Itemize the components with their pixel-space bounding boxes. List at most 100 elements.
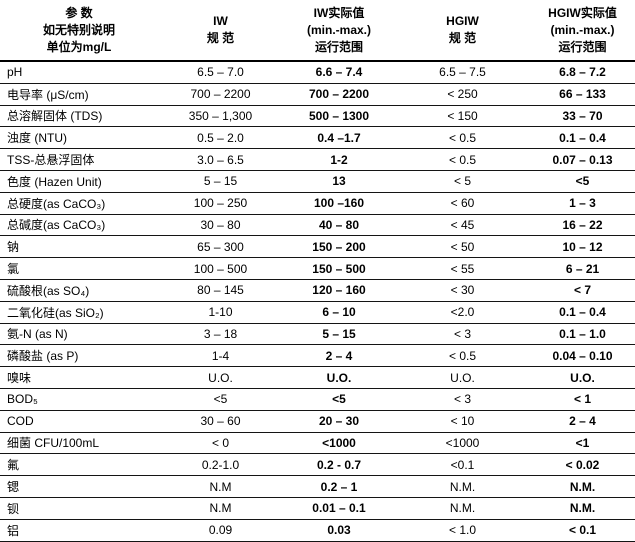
iw-actual-range-cell: 0.4 –1.7: [283, 126, 395, 150]
iw-actual-range-cell: 0.01 – 0.1: [283, 497, 395, 520]
table-row: 总硬度(as CaCO₃) 100 – 250 100 –160 < 60 1 …: [0, 192, 635, 215]
hgiw-spec-cell: < 0.5: [395, 344, 530, 368]
hgiw-actual-range-cell: 6 – 21: [530, 257, 635, 280]
hgiw-spec-cell: < 0.5: [395, 148, 530, 171]
hgiw-spec-cell: < 150: [395, 105, 530, 128]
parameter-name-cell: 总溶解固体 (TDS): [0, 105, 158, 128]
parameter-name-cell: 嗅味: [0, 366, 158, 389]
iw-spec-cell: < 0: [158, 432, 283, 455]
header-hgiw-spec-line1: HGIW: [446, 14, 479, 28]
hgiw-actual-range-cell: 10 – 12: [530, 235, 635, 259]
hgiw-spec-cell: <2.0: [395, 301, 530, 324]
iw-actual-range-cell: 150 – 500: [283, 257, 395, 280]
iw-spec-cell: 1-4: [158, 344, 283, 368]
iw-actual-range-cell: 40 – 80: [283, 214, 395, 237]
table-row: 总溶解固体 (TDS) 350 – 1,300 500 – 1300 < 150…: [0, 105, 635, 128]
hgiw-actual-range-cell: 0.1 – 1.0: [530, 323, 635, 346]
hgiw-actual-range-cell: 0.1 – 0.4: [530, 301, 635, 324]
parameter-name-cell: 硫酸根(as SO₄): [0, 279, 158, 302]
table-row: 电导率 (μS/cm) 700 – 2200 700 – 2200 < 250 …: [0, 83, 635, 106]
header-iw-spec-line2: 规 范: [206, 31, 235, 45]
parameter-name-cell: 总碱度(as CaCO₃): [0, 214, 158, 237]
header-iw-actual: IW实际值 (min.-max.) 运行范围: [283, 0, 395, 62]
table-row: TSS-总悬浮固体 3.0 – 6.5 1-2 < 0.5 0.07 – 0.1…: [0, 148, 635, 171]
hgiw-spec-cell: < 3: [395, 388, 530, 411]
hgiw-actual-range-cell: 6.8 – 7.2: [530, 61, 635, 84]
table-row: 钠 65 – 300 150 – 200 < 50 10 – 12: [0, 235, 635, 259]
parameter-name-cell: 电导率 (μS/cm): [0, 83, 158, 106]
parameter-name-cell: 钠: [0, 235, 158, 259]
iw-actual-range-cell: 700 – 2200: [283, 83, 395, 106]
iw-actual-range-cell: 0.2 – 1: [283, 475, 395, 498]
iw-spec-cell: 6.5 – 7.0: [158, 61, 283, 84]
hgiw-spec-cell: N.M.: [395, 497, 530, 520]
header-hgiw-actual-line2: (min.-max.): [550, 22, 615, 37]
iw-spec-cell: 350 – 1,300: [158, 105, 283, 128]
table-row: 氯 100 – 500 150 – 500 < 55 6 – 21: [0, 257, 635, 280]
table-row: 细菌 CFU/100mL < 0 <1000 <1000 <1: [0, 432, 635, 455]
table-row: 锶 N.M 0.2 – 1 N.M. N.M.: [0, 475, 635, 498]
table-row: 磷酸盐 (as P) 1-4 2 – 4 < 0.5 0.04 – 0.10: [0, 344, 635, 368]
header-hgiw-actual-line3: 运行范围: [558, 39, 607, 54]
iw-spec-cell: 100 – 500: [158, 257, 283, 280]
table-row: 氨-N (as N) 3 – 18 5 – 15 < 3 0.1 – 1.0: [0, 323, 635, 346]
iw-actual-range-cell: 6.6 – 7.4: [283, 61, 395, 84]
hgiw-spec-cell: < 3: [395, 323, 530, 346]
hgiw-spec-cell: < 30: [395, 279, 530, 302]
header-iw-actual-line1: IW实际值: [313, 5, 365, 20]
parameter-name-cell: 浊度 (NTU): [0, 126, 158, 150]
iw-actual-range-cell: <5: [283, 388, 395, 411]
hgiw-spec-cell: 6.5 – 7.5: [395, 61, 530, 84]
table-row: 二氧化硅(as SiO₂) 1-10 6 – 10 <2.0 0.1 – 0.4: [0, 301, 635, 324]
header-iw-spec-line1: IW: [213, 14, 228, 28]
iw-spec-cell: 30 – 60: [158, 410, 283, 433]
table-body: pH 6.5 – 7.0 6.6 – 7.4 6.5 – 7.5 6.8 – 7…: [0, 61, 635, 542]
hgiw-actual-range-cell: <5: [530, 170, 635, 193]
parameter-name-cell: 钡: [0, 497, 158, 520]
hgiw-actual-range-cell: 1 – 3: [530, 192, 635, 215]
iw-spec-cell: 100 – 250: [158, 192, 283, 215]
iw-actual-range-cell: 500 – 1300: [283, 105, 395, 128]
hgiw-spec-cell: < 1.0: [395, 519, 530, 542]
iw-spec-cell: 0.09: [158, 519, 283, 542]
iw-spec-cell: N.M: [158, 497, 283, 520]
iw-actual-range-cell: 150 – 200: [283, 235, 395, 259]
hgiw-actual-range-cell: N.M.: [530, 475, 635, 498]
hgiw-actual-range-cell: < 0.1: [530, 519, 635, 542]
hgiw-actual-range-cell: 33 – 70: [530, 105, 635, 128]
header-hgiw-actual: HGIW实际值 (min.-max.) 运行范围: [530, 0, 635, 62]
hgiw-spec-cell: U.O.: [395, 366, 530, 389]
table-row: BOD₅ <5 <5 < 3 < 1: [0, 388, 635, 411]
parameter-name-cell: 铝: [0, 519, 158, 542]
hgiw-actual-range-cell: < 0.02: [530, 453, 635, 477]
hgiw-spec-cell: < 60: [395, 192, 530, 215]
table-row: 总碱度(as CaCO₃) 30 – 80 40 – 80 < 45 16 – …: [0, 214, 635, 237]
iw-actual-range-cell: 1-2: [283, 148, 395, 171]
table-row: 氟 0.2-1.0 0.2 - 0.7 <0.1 < 0.02: [0, 453, 635, 477]
iw-actual-range-cell: <1000: [283, 432, 395, 455]
hgiw-actual-range-cell: 0.1 – 0.4: [530, 126, 635, 150]
table-header: 参 数 如无特别说明 单位为mg/L IW 规 范 IW实际值 (min.-ma…: [0, 0, 635, 62]
hgiw-spec-cell: < 5: [395, 170, 530, 193]
hgiw-spec-cell: < 45: [395, 214, 530, 237]
header-hgiw-spec: HGIW 规 范: [395, 0, 530, 62]
hgiw-spec-cell: <0.1: [395, 453, 530, 477]
iw-spec-cell: 0.5 – 2.0: [158, 126, 283, 150]
hgiw-actual-range-cell: < 7: [530, 279, 635, 302]
header-hgiw-spec-line2: 规 范: [448, 31, 477, 45]
parameter-name-cell: 氟: [0, 453, 158, 477]
iw-actual-range-cell: 0.2 - 0.7: [283, 453, 395, 477]
hgiw-actual-range-cell: 16 – 22: [530, 214, 635, 237]
table-row: 铝 0.09 0.03 < 1.0 < 0.1: [0, 519, 635, 542]
parameter-name-cell: 氯: [0, 257, 158, 280]
hgiw-actual-range-cell: U.O.: [530, 366, 635, 389]
table-row: 钡 N.M 0.01 – 0.1 N.M. N.M.: [0, 497, 635, 520]
iw-spec-cell: 3 – 18: [158, 323, 283, 346]
table-row: pH 6.5 – 7.0 6.6 – 7.4 6.5 – 7.5 6.8 – 7…: [0, 61, 635, 84]
parameter-name-cell: BOD₅: [0, 388, 158, 411]
iw-actual-range-cell: 5 – 15: [283, 323, 395, 346]
table-row: 嗅味 U.O. U.O. U.O. U.O.: [0, 366, 635, 389]
iw-spec-cell: 700 – 2200: [158, 83, 283, 106]
iw-actual-range-cell: 20 – 30: [283, 410, 395, 433]
iw-spec-cell: 1-10: [158, 301, 283, 324]
